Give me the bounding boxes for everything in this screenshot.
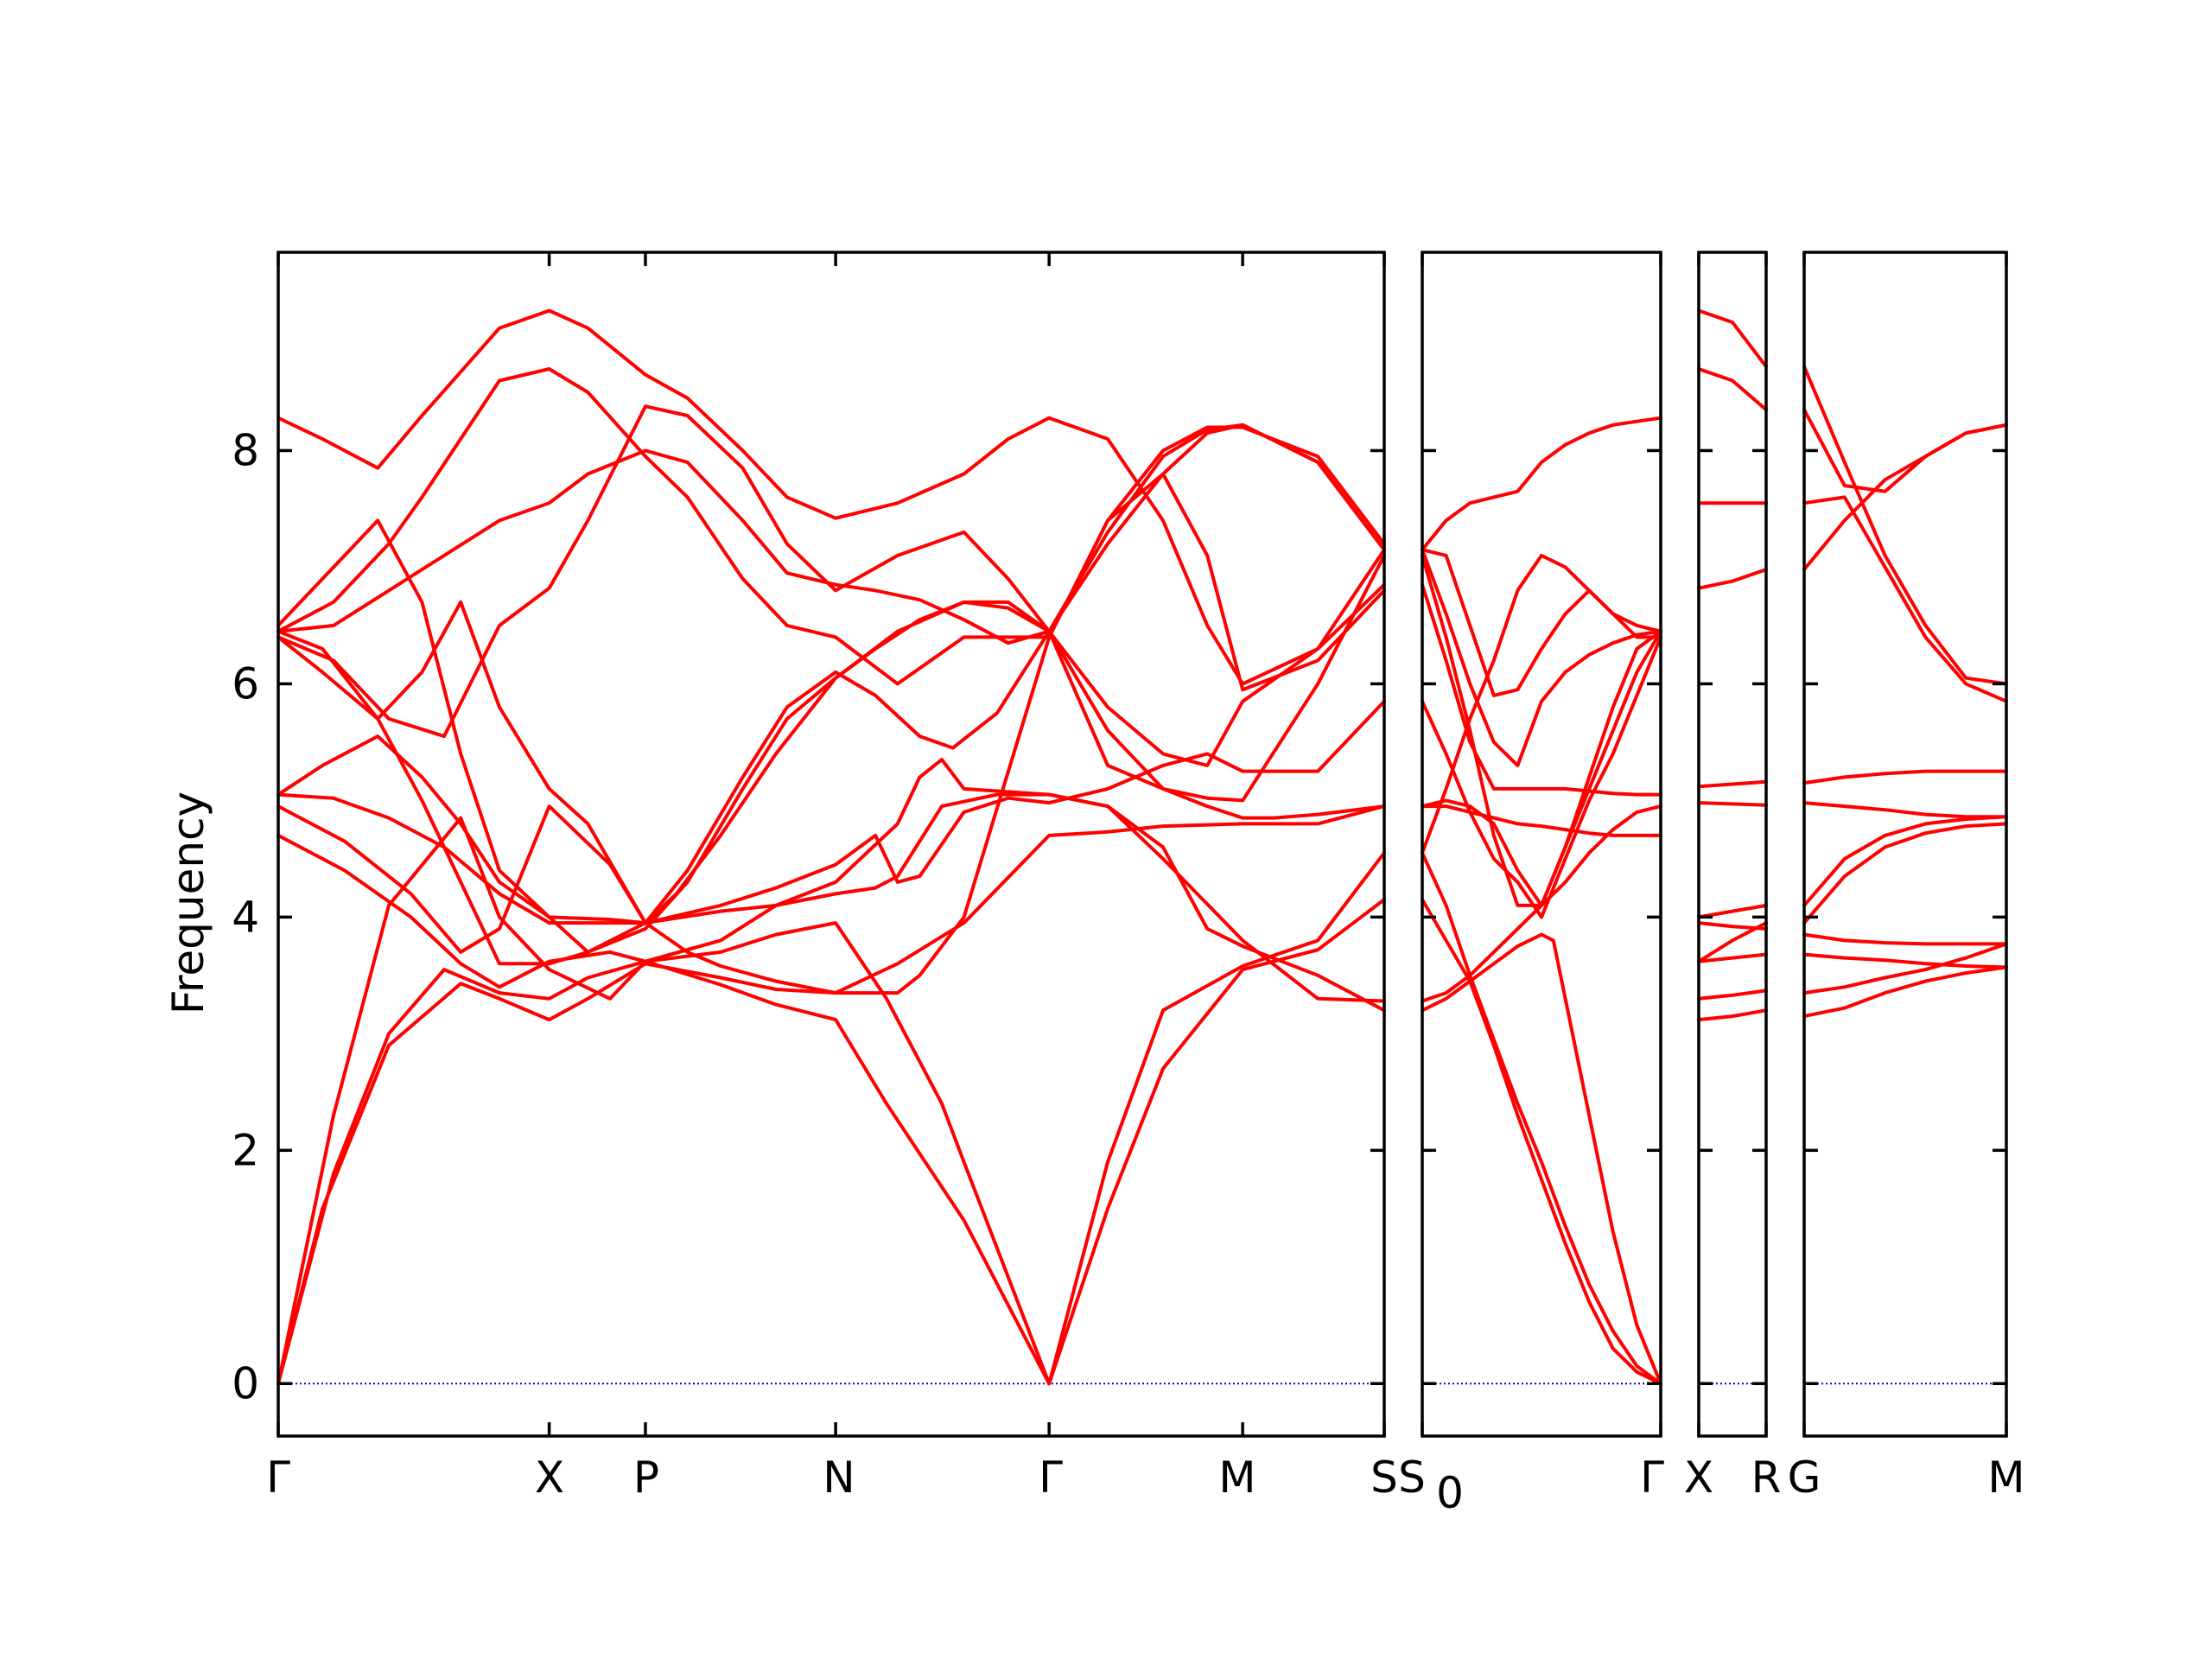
band-line-8 bbox=[1802, 769, 2008, 785]
y-tick-label: 0 bbox=[232, 1358, 259, 1408]
band-line-3 bbox=[1802, 952, 2008, 969]
band-line-12 bbox=[1697, 308, 1768, 369]
band-line-4 bbox=[1802, 932, 2008, 946]
y-tick-label: 4 bbox=[232, 892, 259, 942]
band-line-13 bbox=[1421, 416, 1662, 552]
x-tick-label: Γ bbox=[1640, 1452, 1664, 1503]
band-line-6 bbox=[1421, 635, 1662, 919]
panels-group bbox=[276, 251, 2008, 1438]
band-line-11 bbox=[1697, 367, 1768, 412]
x-tick-label: G bbox=[1788, 1452, 1821, 1503]
panel-4 bbox=[1802, 251, 2008, 1438]
band-line-2 bbox=[1421, 898, 1662, 1386]
x-tick-label: S bbox=[1370, 1452, 1398, 1503]
band-line-2 bbox=[1697, 988, 1768, 1001]
x-tick-label: N bbox=[823, 1452, 855, 1503]
band-line-7 bbox=[1802, 801, 2008, 819]
y-tick-labels: 0 2 4 6 8 bbox=[232, 425, 259, 1408]
band-line-11 bbox=[1421, 548, 1662, 697]
y-tick-label: 6 bbox=[232, 658, 259, 709]
panel-frame bbox=[1802, 251, 2008, 1438]
band-line-8 bbox=[276, 582, 1386, 966]
band-line-14 bbox=[276, 423, 1386, 645]
panel-frame bbox=[276, 251, 1386, 1438]
panel-2 bbox=[1421, 251, 1662, 1438]
x-tick-label-subscript: 0 bbox=[1436, 1468, 1464, 1518]
band-line-2 bbox=[276, 898, 1386, 1386]
band-line-4 bbox=[276, 758, 1386, 1013]
band-line-4 bbox=[1421, 932, 1662, 1386]
band-line-12 bbox=[276, 308, 1386, 686]
band-line-7 bbox=[1421, 629, 1662, 907]
band-line-11 bbox=[1802, 408, 2008, 493]
band-line-10 bbox=[1802, 495, 2008, 703]
x-tick-label: S bbox=[1398, 1452, 1426, 1503]
band-line-8 bbox=[1697, 779, 1768, 789]
x-tick-label: M bbox=[1218, 1452, 1255, 1503]
band-line-5 bbox=[1802, 822, 2008, 925]
band-line-6 bbox=[1697, 903, 1768, 919]
panel-3 bbox=[1697, 251, 1768, 1438]
band-line-2 bbox=[1802, 942, 2008, 995]
y-axis-label: Frequency bbox=[163, 791, 213, 1014]
panel-1 bbox=[276, 251, 1386, 1438]
x-tick-label: X bbox=[1684, 1452, 1713, 1503]
band-line-10 bbox=[276, 425, 1386, 995]
band-line-5 bbox=[1697, 921, 1768, 931]
x-tick-label: X bbox=[535, 1452, 564, 1503]
band-line-3 bbox=[1697, 952, 1768, 963]
x-tick-label: Γ bbox=[1039, 1452, 1063, 1503]
band-line-6 bbox=[1802, 815, 2008, 907]
band-line-1 bbox=[276, 804, 1386, 1386]
x-tick-label: P bbox=[633, 1452, 659, 1503]
band-line-11 bbox=[276, 367, 1386, 692]
band-line-8 bbox=[1421, 553, 1662, 907]
band-line-3 bbox=[1421, 851, 1662, 1386]
band-line-12 bbox=[1802, 365, 2008, 686]
band-line-10 bbox=[1421, 548, 1662, 767]
panel-frame bbox=[1421, 251, 1662, 1438]
y-tick-label: 2 bbox=[232, 1125, 259, 1175]
x-tick-label: Γ bbox=[266, 1452, 290, 1503]
band-line-6 bbox=[276, 699, 1386, 925]
y-tick-label: 8 bbox=[232, 425, 259, 475]
band-line-3 bbox=[276, 816, 1386, 1386]
panel-frame bbox=[1697, 251, 1768, 1438]
band-line-13 bbox=[276, 404, 1386, 739]
band-line-1 bbox=[1802, 965, 2008, 1019]
band-line-9 bbox=[1421, 582, 1662, 797]
band-line-1 bbox=[1697, 1008, 1768, 1022]
band-line-9 bbox=[1697, 568, 1768, 590]
band-line-12 bbox=[1421, 553, 1662, 855]
x-tick-label: R bbox=[1751, 1452, 1782, 1503]
x-tick-label: M bbox=[1987, 1452, 2024, 1503]
band-line-7 bbox=[276, 629, 1386, 954]
band-line-1 bbox=[1421, 804, 1662, 837]
band-line-5 bbox=[276, 792, 1386, 1003]
band-line-9 bbox=[276, 553, 1386, 925]
band-line-7 bbox=[1697, 801, 1768, 807]
